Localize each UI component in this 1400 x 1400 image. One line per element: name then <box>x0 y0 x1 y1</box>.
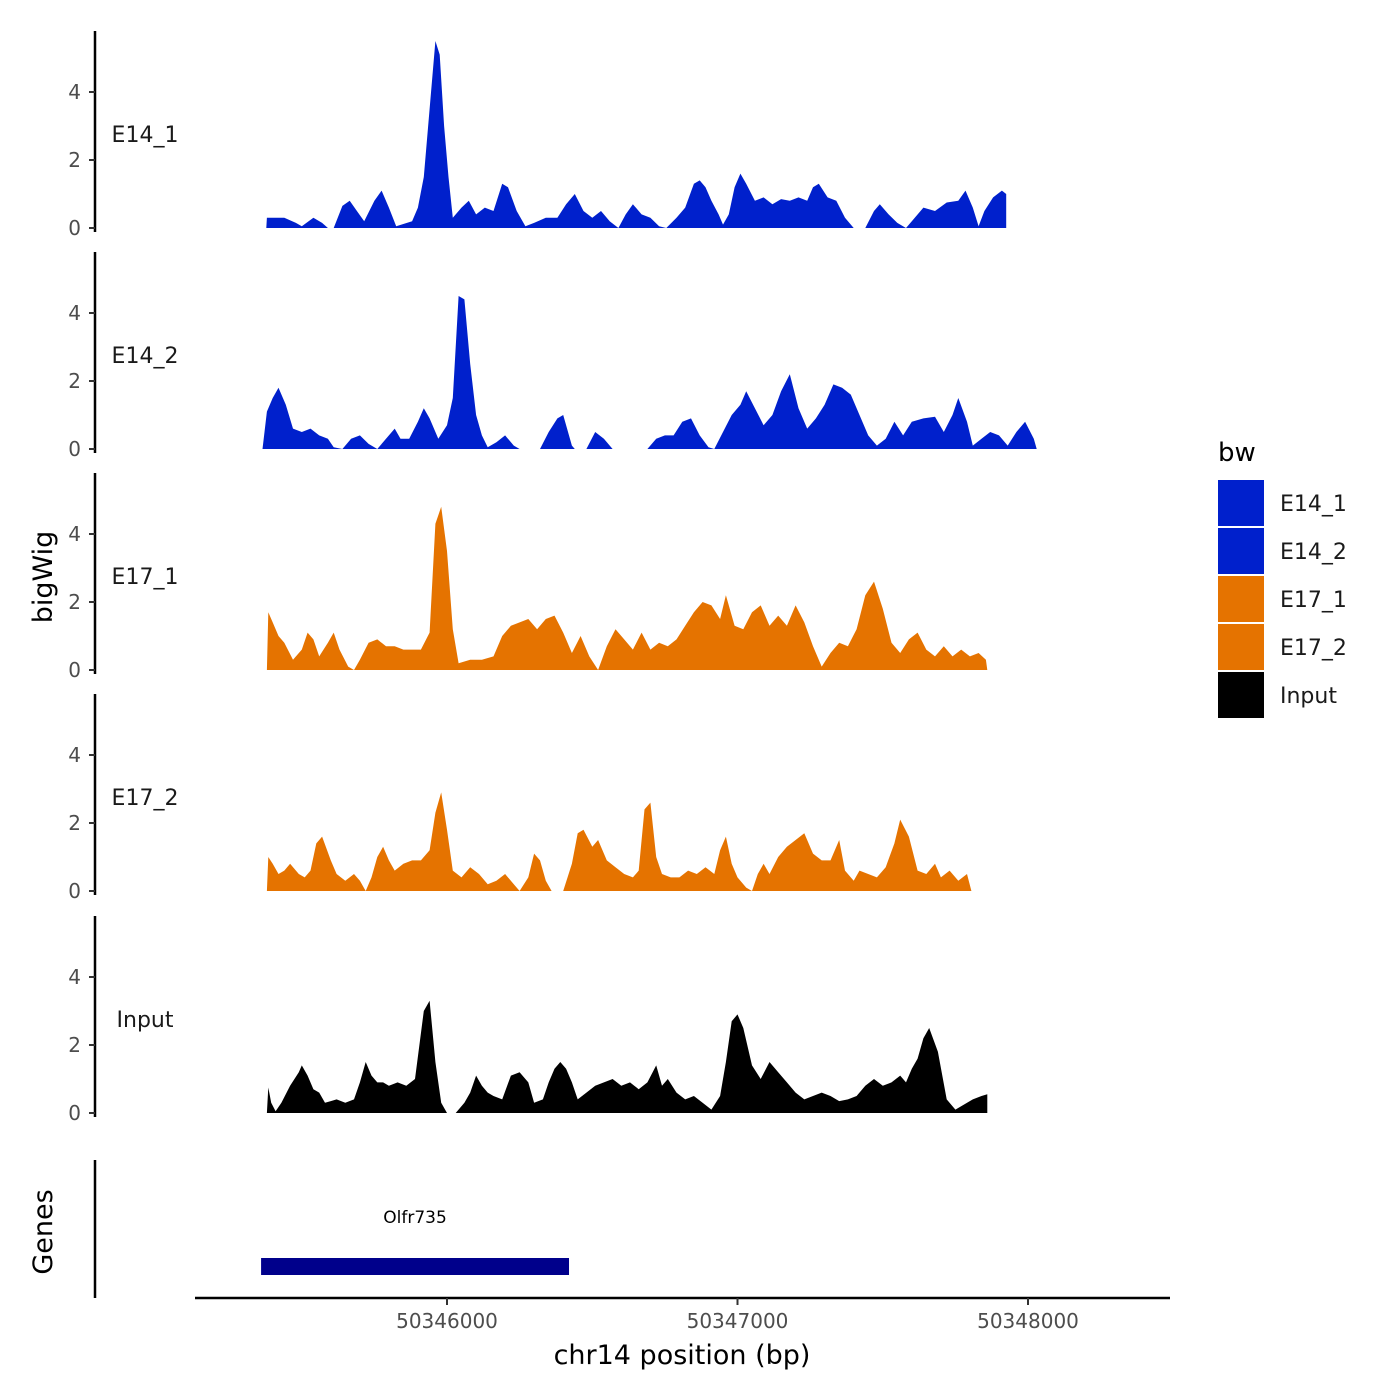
coverage-area-e17_1 <box>266 506 988 670</box>
coverage-area-e14_1 <box>266 41 1007 228</box>
track-e17_2: 0 2 4 E17_2 <box>68 694 972 903</box>
y-tick-label: 4 <box>68 743 81 767</box>
x-axis: 50346000 50347000 50348000 <box>195 1296 1170 1333</box>
y-tick-label: 4 <box>68 965 81 989</box>
track-label: Input <box>117 1008 174 1033</box>
legend-key-e14_2 <box>1218 528 1264 574</box>
track-label: E14_2 <box>112 344 179 369</box>
legend-label: E14_2 <box>1280 540 1347 565</box>
coverage-tracks: 0 2 4 E14_1 0 2 4 E14_2 0 2 4 E17_1 0 2 4 E17_2 0 2 4 Input <box>68 31 1037 1125</box>
genes-axis-title: Genes <box>28 1189 59 1274</box>
y-axis-title: bigWig <box>28 531 59 624</box>
y-tick-label: 4 <box>68 80 81 104</box>
legend: bw E14_1 E14_2 E17_1 E17_2 Input <box>1218 438 1347 718</box>
track-e17_1: 0 2 4 E17_1 <box>68 473 988 682</box>
coverage-area-e17_2 <box>266 792 972 891</box>
coverage-area-input <box>266 1000 988 1113</box>
y-tick-label: 0 <box>68 216 81 240</box>
legend-key-input <box>1218 672 1264 718</box>
x-tick-label: 50346000 <box>396 1309 498 1333</box>
track-label: E14_1 <box>112 123 179 148</box>
y-tick-label: 2 <box>68 811 81 835</box>
y-tick-label: 0 <box>68 658 81 682</box>
y-tick-label: 2 <box>68 148 81 172</box>
y-tick-label: 2 <box>68 590 81 614</box>
track-label: E17_1 <box>112 565 179 590</box>
y-tick-label: 0 <box>68 1101 81 1125</box>
y-tick-label: 4 <box>68 522 81 546</box>
x-tick-label: 50348000 <box>977 1309 1079 1333</box>
legend-key-e17_1 <box>1218 576 1264 622</box>
y-tick-label: 0 <box>68 437 81 461</box>
y-tick-label: 2 <box>68 1033 81 1057</box>
y-tick-label: 0 <box>68 879 81 903</box>
legend-key-e17_2 <box>1218 624 1264 670</box>
legend-title: bw <box>1218 438 1256 468</box>
y-tick-label: 2 <box>68 369 81 393</box>
y-tick-label: 4 <box>68 301 81 325</box>
coverage-area-e14_2 <box>262 296 1037 449</box>
x-tick-label: 50347000 <box>687 1309 789 1333</box>
x-axis-title: chr14 position (bp) <box>554 1340 811 1371</box>
legend-label: E17_1 <box>1280 588 1347 613</box>
gene-bar <box>261 1258 570 1275</box>
track-e14_1: 0 2 4 E14_1 <box>68 31 1007 240</box>
track-e14_2: 0 2 4 E14_2 <box>68 252 1037 461</box>
track-input: 0 2 4 Input <box>68 916 988 1125</box>
genes-track: Olfr735 <box>93 1160 570 1298</box>
legend-label: E14_1 <box>1280 492 1347 517</box>
legend-label: E17_2 <box>1280 636 1347 661</box>
track-label: E17_2 <box>112 786 179 811</box>
gene-label: Olfr735 <box>383 1208 447 1228</box>
legend-key-e14_1 <box>1218 480 1264 526</box>
legend-label: Input <box>1280 684 1337 709</box>
